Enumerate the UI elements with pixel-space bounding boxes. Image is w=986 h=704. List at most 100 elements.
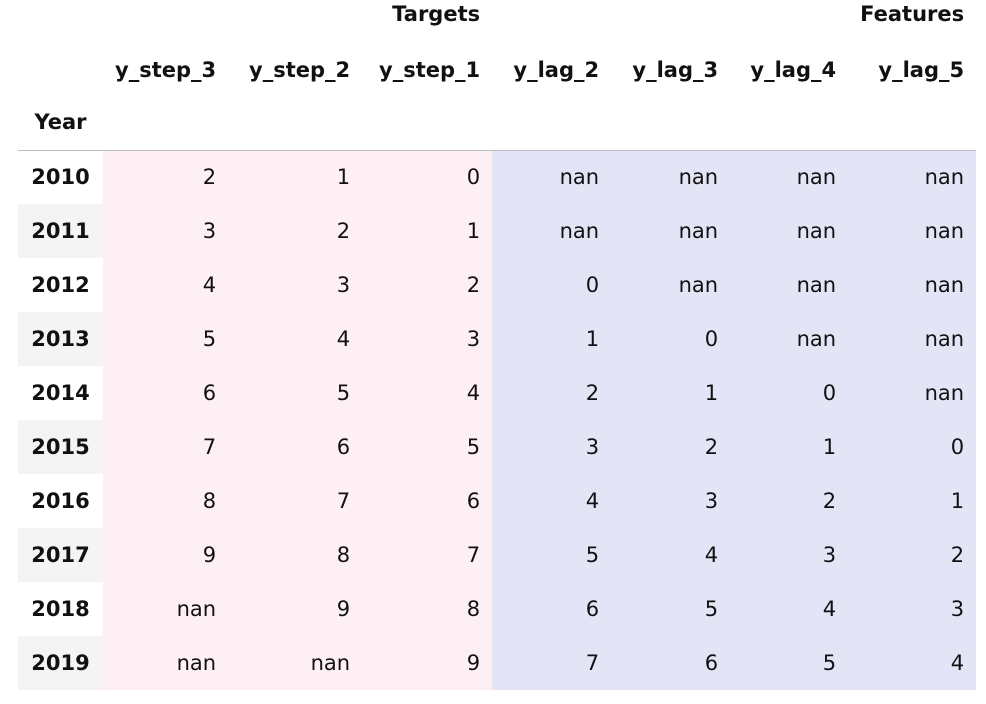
feature-cell: 1 bbox=[611, 366, 731, 420]
target-cell: nan bbox=[103, 636, 229, 690]
row-index-year: 2011 bbox=[18, 204, 103, 258]
row-index-year: 2012 bbox=[31, 273, 90, 297]
feature-cell: nan bbox=[730, 204, 849, 258]
row-index-year: 2015 bbox=[18, 420, 103, 474]
target-cell: 8 bbox=[228, 528, 363, 582]
target-cell: 9 bbox=[103, 528, 229, 582]
feature-cell: 5 bbox=[492, 528, 612, 582]
feature-cell: 2 bbox=[730, 474, 849, 528]
column-header: y_lag_5 bbox=[848, 30, 977, 110]
feature-cell: 1 bbox=[848, 474, 977, 528]
row-index-year: 2018 bbox=[31, 597, 90, 621]
target-cell: 4 bbox=[103, 258, 229, 312]
column-header: y_step_2 bbox=[228, 30, 363, 110]
table-body: 2010 2 1 0 nan nan nan nan 2011 3 2 1 na… bbox=[18, 150, 977, 690]
dataframe-table: Targets Features y_step_3 y_step_2 y_ste… bbox=[18, 0, 977, 690]
blank-group-cell bbox=[611, 0, 731, 30]
blank-group-cell bbox=[730, 0, 849, 30]
table-row: 2014 6 5 4 2 1 0 nan bbox=[18, 366, 977, 420]
table-row: 2010 2 1 0 nan nan nan nan bbox=[18, 150, 977, 204]
target-cell: 9 bbox=[362, 636, 493, 690]
feature-cell: 4 bbox=[492, 474, 612, 528]
blank-corner bbox=[18, 0, 103, 30]
feature-cell: nan bbox=[730, 312, 849, 366]
target-cell: 7 bbox=[103, 420, 229, 474]
target-cell: 2 bbox=[228, 204, 363, 258]
index-name-row: Year bbox=[18, 110, 977, 151]
feature-cell: nan bbox=[730, 258, 849, 312]
target-cell: 5 bbox=[228, 366, 363, 420]
table-row: 2013 5 4 3 1 0 nan nan bbox=[18, 312, 977, 366]
target-cell: 7 bbox=[362, 528, 493, 582]
column-header: y_lag_2 bbox=[492, 30, 612, 110]
table-row: 2015 7 6 5 3 2 1 0 bbox=[18, 420, 977, 474]
target-cell: 2 bbox=[362, 258, 493, 312]
feature-cell: nan bbox=[611, 204, 731, 258]
feature-cell: 4 bbox=[611, 528, 731, 582]
feature-cell: 2 bbox=[492, 366, 612, 420]
table-row: 2016 8 7 6 4 3 2 1 bbox=[18, 474, 977, 528]
feature-cell: 0 bbox=[492, 258, 612, 312]
row-index-year: 2019 bbox=[18, 636, 103, 690]
target-cell: 3 bbox=[228, 258, 363, 312]
row-index-year: 2010 bbox=[31, 165, 90, 190]
column-header: y_step_3 bbox=[103, 30, 229, 110]
row-index-year: 2014 bbox=[31, 381, 90, 405]
feature-cell: 3 bbox=[848, 582, 977, 636]
column-header: y_step_1 bbox=[362, 30, 493, 110]
target-cell: 1 bbox=[362, 204, 493, 258]
blank-group-cell bbox=[103, 0, 229, 30]
target-cell: nan bbox=[103, 582, 229, 636]
blank-cell bbox=[848, 110, 977, 151]
blank-cell bbox=[492, 110, 612, 151]
feature-cell: nan bbox=[730, 150, 849, 204]
feature-cell: 1 bbox=[492, 312, 612, 366]
column-header-row: y_step_3 y_step_2 y_step_1 y_lag_2 y_lag… bbox=[18, 30, 977, 110]
target-cell: 5 bbox=[103, 312, 229, 366]
feature-cell: nan bbox=[848, 366, 977, 420]
target-cell: 1 bbox=[228, 150, 363, 204]
feature-cell: 5 bbox=[611, 582, 731, 636]
target-cell: 3 bbox=[103, 204, 229, 258]
feature-cell: 0 bbox=[730, 366, 849, 420]
group-label-features: Features bbox=[848, 0, 977, 30]
column-header: y_lag_3 bbox=[611, 30, 731, 110]
blank-cell bbox=[103, 110, 229, 151]
table-row: 2012 4 3 2 0 nan nan nan bbox=[18, 258, 977, 312]
target-cell: 4 bbox=[228, 312, 363, 366]
feature-cell: 3 bbox=[492, 420, 612, 474]
feature-cell: 4 bbox=[730, 582, 849, 636]
target-cell: 8 bbox=[362, 582, 493, 636]
feature-cell: 3 bbox=[730, 528, 849, 582]
feature-cell: 2 bbox=[611, 420, 731, 474]
group-header-row: Targets Features bbox=[18, 0, 977, 30]
column-header: y_lag_4 bbox=[730, 30, 849, 110]
blank-cell bbox=[228, 110, 363, 151]
row-index-year: 2016 bbox=[31, 489, 90, 513]
blank-corner bbox=[18, 30, 103, 110]
feature-cell: 1 bbox=[730, 420, 849, 474]
feature-cell: nan bbox=[492, 150, 612, 204]
table-header: Targets Features y_step_3 y_step_2 y_ste… bbox=[18, 0, 977, 151]
target-cell: 6 bbox=[103, 366, 229, 420]
target-cell: 0 bbox=[362, 150, 493, 204]
group-label-targets: Targets bbox=[362, 0, 493, 30]
feature-cell: 7 bbox=[492, 636, 612, 690]
blank-cell bbox=[730, 110, 849, 151]
target-cell: 9 bbox=[228, 582, 363, 636]
table-row: 2017 9 8 7 5 4 3 2 bbox=[18, 528, 977, 582]
feature-cell: nan bbox=[848, 150, 977, 204]
feature-cell: 3 bbox=[611, 474, 731, 528]
target-cell: 7 bbox=[228, 474, 363, 528]
feature-cell: 0 bbox=[611, 312, 731, 366]
blank-group-cell bbox=[228, 0, 363, 30]
feature-cell: nan bbox=[848, 204, 977, 258]
feature-cell: 4 bbox=[848, 636, 977, 690]
blank-cell bbox=[362, 110, 493, 151]
target-cell: 5 bbox=[362, 420, 493, 474]
target-cell: 8 bbox=[103, 474, 229, 528]
feature-cell: nan bbox=[611, 258, 731, 312]
index-name: Year bbox=[18, 110, 103, 151]
table-row: 2018 nan 9 8 6 5 4 3 bbox=[18, 582, 977, 636]
target-cell: nan bbox=[228, 636, 363, 690]
